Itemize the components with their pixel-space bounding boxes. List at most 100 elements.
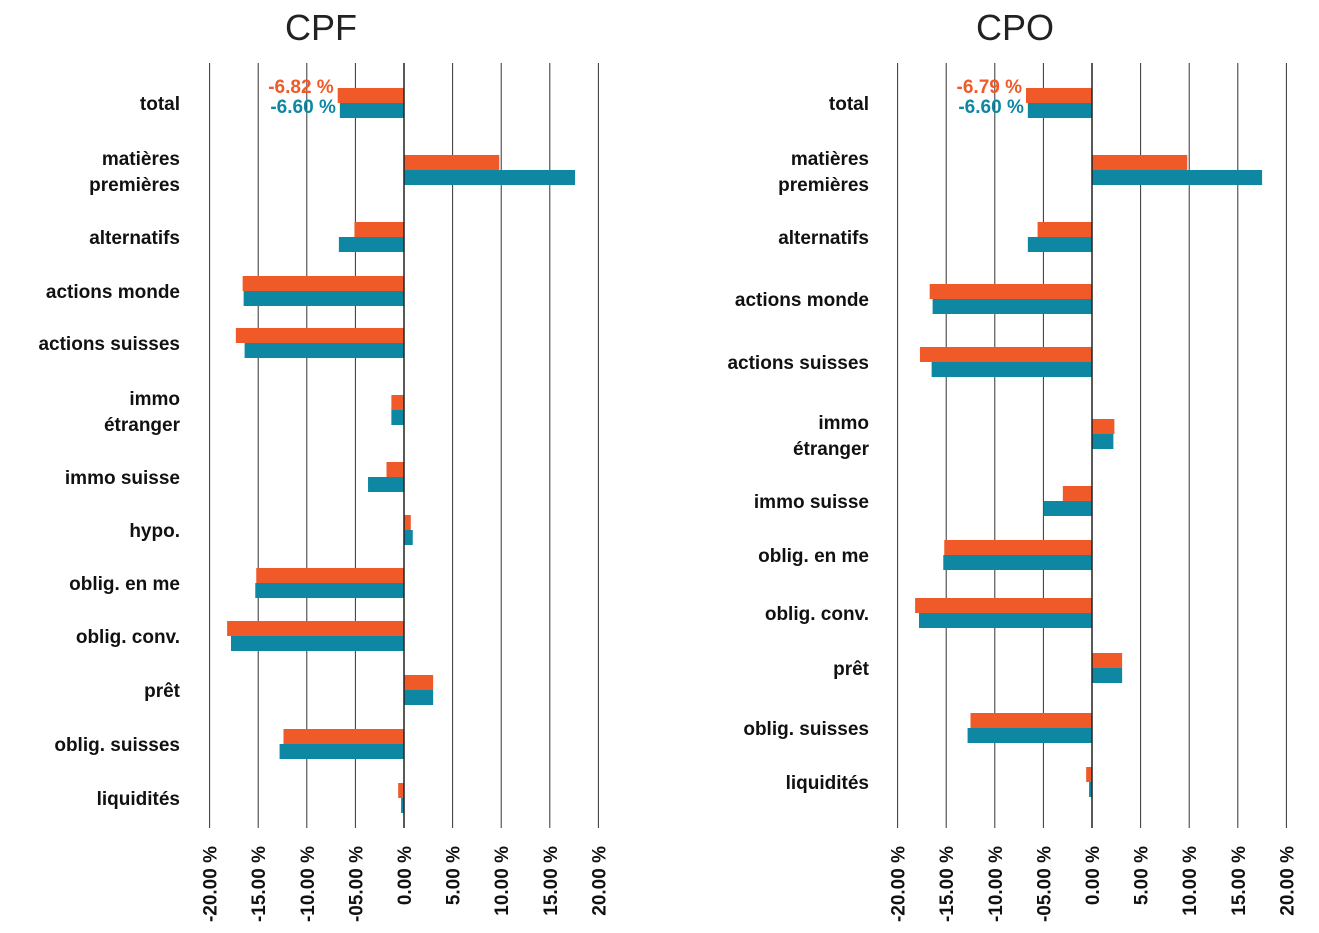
x-tick-label: 20.00 % (589, 846, 610, 916)
bar-orange (337, 88, 404, 103)
x-tick-label: -05.00 % (346, 846, 367, 922)
category-label: actions suisses (727, 353, 869, 374)
bar-orange (915, 598, 1092, 613)
x-tick-label: -05.00 % (1034, 846, 1055, 922)
category-label: immo suisse (65, 468, 180, 489)
bar-orange (256, 568, 404, 583)
data-label-total-orange: -6.79 % (957, 77, 1023, 98)
category-label: liquidités (97, 789, 180, 810)
bar-teal (338, 237, 404, 252)
bar-teal (243, 291, 404, 306)
bar-orange (1092, 419, 1115, 434)
category-label: alternatifs (89, 228, 180, 249)
bar-orange (404, 515, 411, 530)
category-label: oblig. conv. (765, 604, 869, 625)
bar-teal (931, 362, 1092, 377)
x-tick-label: -15.00 % (937, 846, 958, 922)
bar-teal (230, 636, 404, 651)
bar-teal (244, 343, 404, 358)
bar-teal (932, 299, 1092, 314)
bar-teal (1092, 170, 1263, 185)
x-tick-label: 5.00 % (444, 846, 465, 905)
bar-teal (1092, 668, 1123, 683)
bar-orange (1092, 155, 1188, 170)
category-label: actions suisses (38, 334, 180, 355)
x-tick-label: 10.00 % (1180, 846, 1201, 916)
bar-teal (1027, 237, 1092, 252)
bar-orange (227, 621, 404, 636)
category-label: oblig. en me (69, 574, 180, 595)
category-label: actions monde (735, 290, 869, 311)
bar-orange (283, 729, 404, 744)
bar-teal (255, 583, 404, 598)
bar-orange (398, 783, 404, 798)
bar-orange (404, 155, 500, 170)
bar-teal (391, 410, 404, 425)
bar-orange (1086, 767, 1092, 782)
bar-teal (339, 103, 404, 118)
chart-title-2: CPO (976, 7, 1054, 48)
x-tick-label: -10.00 % (298, 846, 319, 922)
category-label: prêt (144, 681, 181, 702)
data-label-total-teal: -6.60 % (270, 97, 336, 118)
x-tick-label: 5.00 % (1132, 846, 1153, 905)
category-label: immo suisse (754, 492, 869, 513)
category-label: prêt (833, 659, 870, 680)
category-label: oblig. conv. (76, 627, 180, 648)
x-tick-label: 10.00 % (492, 846, 513, 916)
bar-orange (242, 276, 404, 291)
category-label: oblig. suisses (54, 735, 180, 756)
category-label: oblig. suisses (743, 719, 869, 740)
category-label: total (829, 94, 869, 115)
bar-teal (1089, 782, 1092, 797)
bar-teal (401, 798, 404, 813)
bar-teal (404, 690, 434, 705)
bar-orange (1092, 653, 1123, 668)
category-label: alternatifs (778, 228, 869, 249)
x-tick-label: -10.00 % (986, 846, 1007, 922)
bar-teal (943, 555, 1092, 570)
bar-teal (1092, 434, 1114, 449)
bar-orange (1026, 88, 1092, 103)
category-label: total (140, 94, 180, 115)
category-label: matières premières (89, 149, 180, 196)
category-label: liquidités (786, 773, 869, 794)
category-label: oblig. en me (758, 546, 869, 567)
x-tick-label: -20.00 % (201, 846, 222, 922)
bar-teal (279, 744, 404, 759)
category-label: matières premières (778, 149, 869, 196)
bar-teal (1043, 501, 1092, 516)
bar-orange (386, 462, 404, 477)
category-label: immo étranger (104, 389, 181, 436)
chart-title-1: CPF (285, 7, 357, 48)
bar-orange (404, 675, 434, 690)
category-label: actions monde (46, 282, 180, 303)
bar-orange (1062, 486, 1092, 501)
bar-orange (391, 395, 404, 410)
bar-teal (368, 477, 404, 492)
bar-teal (1027, 103, 1092, 118)
x-tick-label: 0.00 % (1083, 846, 1104, 905)
x-tick-label: -20.00 % (889, 846, 910, 922)
bar-orange (1037, 222, 1092, 237)
data-label-total-orange: -6.82 % (268, 77, 334, 98)
bar-teal (404, 170, 576, 185)
bar-teal (404, 530, 413, 545)
bar-orange (944, 540, 1092, 555)
bar-teal (967, 728, 1092, 743)
bar-orange (970, 713, 1092, 728)
category-label: immo étranger (793, 413, 870, 460)
bar-orange (354, 222, 404, 237)
bar-orange (929, 284, 1092, 299)
x-tick-label: 15.00 % (541, 846, 562, 916)
x-tick-label: 0.00 % (395, 846, 416, 905)
category-label: hypo. (129, 521, 180, 542)
bar-orange (919, 347, 1092, 362)
data-label-total-teal: -6.60 % (958, 97, 1024, 118)
x-tick-label: 15.00 % (1229, 846, 1250, 916)
bar-teal (918, 613, 1092, 628)
x-tick-label: 20.00 % (1277, 846, 1298, 916)
x-tick-label: -15.00 % (249, 846, 270, 922)
bar-orange (235, 328, 404, 343)
